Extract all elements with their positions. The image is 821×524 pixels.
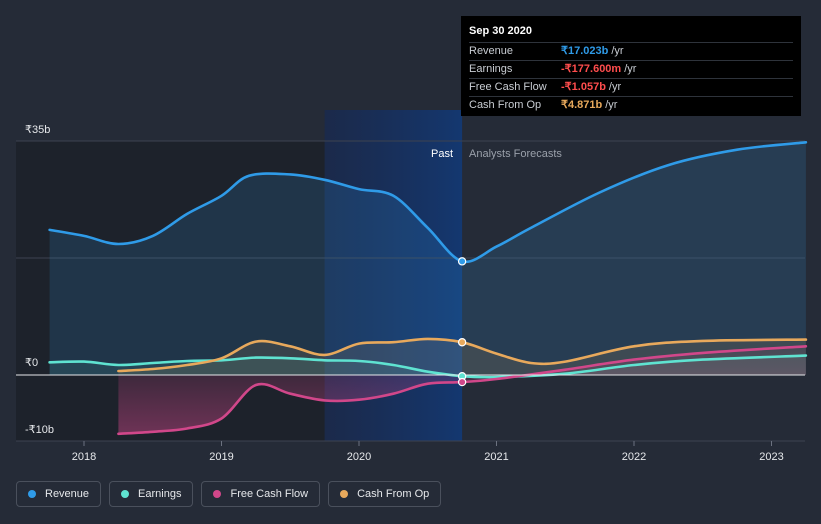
legend-dot-icon — [121, 490, 130, 498]
x-tick-label: 2022 — [622, 451, 646, 463]
legend: Revenue Earnings Free Cash Flow Cash Fro… — [16, 481, 442, 507]
legend-label: Revenue — [45, 488, 90, 500]
x-axis-ticks: 2018 2019 2020 2021 2022 2023 — [72, 441, 784, 463]
axis-labels: ₹35b ₹0 -₹10b Past Analysts Forecasts — [25, 124, 562, 436]
tooltip-name: Free Cash Flow — [469, 81, 547, 93]
past-label: Past — [431, 148, 453, 160]
revenue-marker — [457, 257, 467, 266]
legend-item-earnings[interactable]: Earnings — [109, 481, 194, 507]
legend-item-free-cash-flow[interactable]: Free Cash Flow — [201, 481, 321, 507]
cash-from-op-line — [117, 337, 808, 373]
tooltip-value: ₹17.023b — [561, 45, 609, 57]
forecast-label: Analysts Forecasts — [469, 148, 562, 160]
y-label-bottom: -₹10b — [25, 424, 54, 436]
legend-label: Free Cash Flow — [230, 488, 309, 500]
grid — [16, 140, 805, 442]
legend-item-cash-from-op[interactable]: Cash From Op — [328, 481, 442, 507]
tooltip-name: Cash From Op — [469, 99, 542, 111]
x-tick-label: 2019 — [209, 451, 233, 463]
series-lines — [16, 141, 808, 436]
revenue-line — [48, 141, 808, 264]
tooltip-row-free-cash-flow: Free Cash Flow -₹1.057b /yr — [469, 78, 793, 96]
tooltip-row-cash-from-op: Cash From Op ₹4.871b /yr — [469, 96, 793, 114]
tooltip: Sep 30 2020 Revenue ₹17.023b /yr Earning… — [461, 16, 801, 116]
legend-item-revenue[interactable]: Revenue — [16, 481, 102, 507]
tooltip-name: Revenue — [469, 45, 514, 57]
earnings-line — [48, 354, 808, 379]
tooltip-unit: /yr — [608, 81, 622, 93]
legend-label: Earnings — [138, 488, 182, 500]
legend-dot-icon — [213, 490, 222, 498]
y-label-zero: ₹0 — [25, 357, 38, 369]
tooltip-value: -₹1.057b — [561, 81, 606, 93]
free-cash-flow-marker — [457, 377, 467, 387]
cash-from-op-marker — [457, 338, 467, 347]
free-cash-flow-line — [117, 345, 808, 436]
tooltip-value: -₹177.600m — [561, 63, 622, 75]
x-tick-label: 2021 — [484, 451, 508, 463]
tooltip-unit: /yr — [611, 45, 624, 57]
series-markers — [457, 257, 467, 387]
y-label-top: ₹35b — [25, 124, 50, 136]
tooltip-unit: /yr — [605, 99, 618, 111]
legend-dot-icon — [28, 490, 36, 498]
tooltip-name: Earnings — [469, 63, 513, 75]
x-tick-label: 2018 — [72, 451, 96, 463]
x-tick-label: 2020 — [347, 451, 371, 463]
tooltip-row-revenue: Revenue ₹17.023b /yr — [469, 42, 793, 60]
tooltip-date: Sep 30 2020 — [469, 25, 532, 37]
tooltip-row-earnings: Earnings -₹177.600m /yr — [469, 60, 793, 78]
tooltip-value: ₹4.871b — [561, 99, 603, 111]
free-cash-flow-area — [118, 346, 806, 434]
revenue-area — [49, 142, 806, 375]
tooltip-unit: /yr — [624, 63, 637, 75]
legend-label: Cash From Op — [357, 488, 430, 500]
x-tick-label: 2023 — [759, 451, 783, 463]
legend-dot-icon — [340, 490, 349, 498]
